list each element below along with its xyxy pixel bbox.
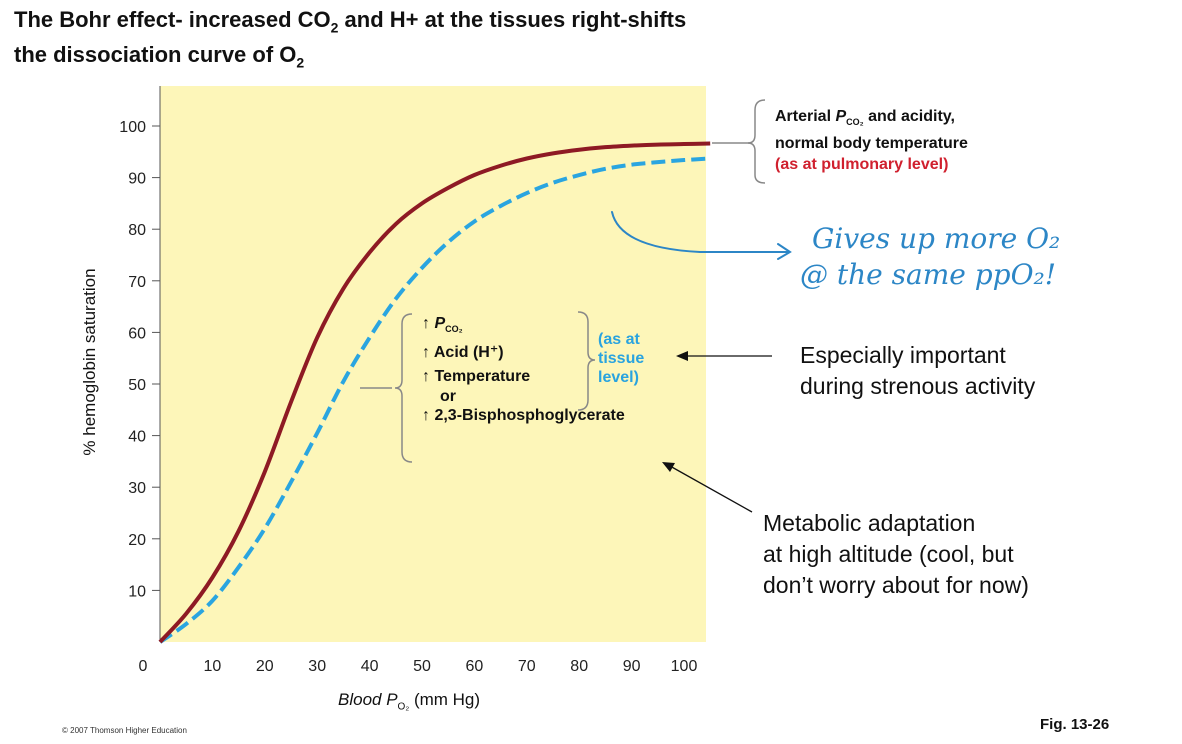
- altitude-arrowhead: [662, 462, 675, 472]
- x-tick-label: 90: [623, 658, 641, 675]
- series-line-arterial: [158, 141, 711, 644]
- series-line-tissue: [158, 156, 711, 644]
- y-tick-label: 10: [128, 583, 146, 600]
- y-tick-label: 20: [128, 532, 146, 549]
- tissue-conditions: ↑ PCO₂ ↑ Acid (H⁺) ↑ Temperature or ↑ 2,…: [422, 315, 625, 425]
- copyright: © 2007 Thomson Higher Education: [62, 726, 187, 735]
- strenous-activity-note: Especially important during strenous act…: [800, 342, 1036, 399]
- conditions-left-bracket: [394, 313, 413, 463]
- annotation-connectors: [360, 99, 766, 463]
- handwritten-arrow-head: [777, 243, 792, 260]
- x-tick-label: 100: [671, 658, 698, 675]
- altitude-note: Metabolic adaptation at high altitude (c…: [763, 510, 1029, 598]
- altitude-arrow: [669, 465, 753, 513]
- arterial-bracket: [747, 99, 766, 184]
- x-tick-label: 30: [308, 658, 326, 675]
- tissue-level-label: (as at tissue level): [598, 331, 645, 386]
- figure-label: Fig. 13-26: [1040, 716, 1110, 733]
- handwritten-arrow-shaft: [611, 211, 789, 253]
- x-tick-label: 40: [361, 658, 379, 675]
- x-tick-label: 60: [466, 658, 484, 675]
- y-tick-label: 50: [128, 377, 146, 394]
- note-arrows: [662, 351, 772, 513]
- conditions-right-bracket: [577, 311, 596, 411]
- handwritten-note-line1: Gives up more O₂: [812, 222, 1061, 255]
- y-tick-label: 60: [128, 325, 146, 342]
- handwritten-note-line2: @ the same ppO₂!: [800, 258, 1057, 291]
- x-tick-label: 20: [256, 658, 274, 675]
- y-tick-label: 90: [128, 171, 146, 188]
- important-arrowhead: [676, 351, 688, 361]
- y-tick-label: 100: [119, 119, 146, 136]
- x-tick-label: 50: [413, 658, 431, 675]
- handwritten-arrow: [611, 211, 792, 260]
- x-tick-label: 70: [518, 658, 536, 675]
- x-axis-label: Blood PO₂ (mm Hg): [338, 690, 481, 713]
- y-tick-label: 80: [128, 222, 146, 239]
- y-tick-label: 40: [128, 429, 146, 446]
- x-tick-label: 0: [139, 658, 148, 675]
- x-tick-label: 10: [204, 658, 222, 675]
- arterial-legend: Arterial PCO₂ and acidity, normal body t…: [775, 108, 968, 174]
- series-group: [158, 141, 711, 644]
- y-axis-label: % hemoglobin saturation: [80, 268, 99, 456]
- page-title: The Bohr effect- increased CO2 and H+ at…: [14, 7, 687, 71]
- y-tick-label: 70: [128, 274, 146, 291]
- axes: 10 20 30 40 50 60 70 80 90 100 0 10 20 30 40 50 60 70 80 90…: [119, 86, 697, 675]
- y-tick-label: 30: [128, 480, 146, 497]
- x-tick-label: 80: [570, 658, 588, 675]
